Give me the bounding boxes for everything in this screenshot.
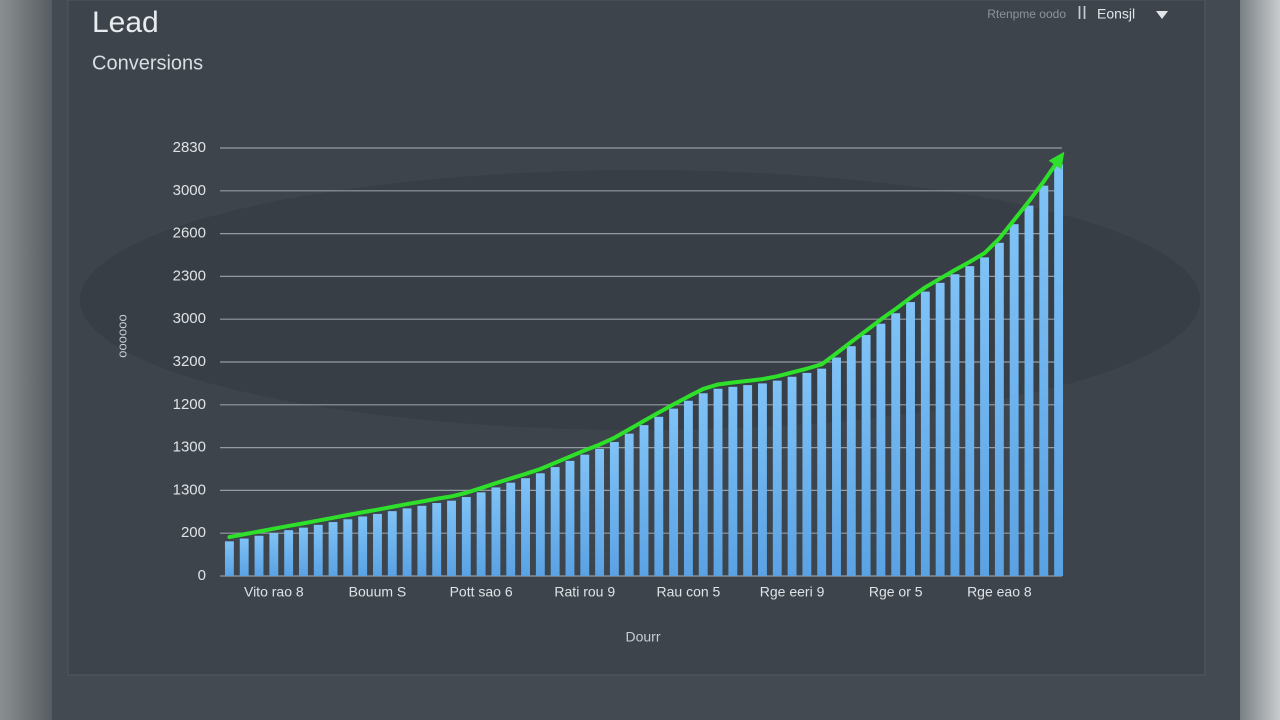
bar xyxy=(965,266,975,576)
y-tick-label: 2300 xyxy=(173,267,206,284)
separator: II xyxy=(1077,3,1087,23)
filter[interactable]: Rtenpme oodo xyxy=(987,7,1066,21)
bar xyxy=(417,505,427,576)
y-tick-label: 3000 xyxy=(173,182,206,199)
dropdown-arrow[interactable] xyxy=(1156,11,1168,19)
x-tick-label: Pott sao 6 xyxy=(450,584,513,600)
bar xyxy=(787,376,797,576)
y-tick-label: 0 xyxy=(198,567,206,584)
bar xyxy=(609,442,619,576)
bar xyxy=(1054,164,1064,576)
bar xyxy=(447,500,456,576)
bar xyxy=(861,335,871,576)
bar xyxy=(402,508,412,576)
bar xyxy=(461,497,471,576)
bar xyxy=(669,408,679,576)
y-tick-label: 3000 xyxy=(173,310,206,327)
y-tick-label: 1300 xyxy=(173,439,206,456)
bar xyxy=(654,416,664,576)
bar xyxy=(535,473,545,576)
bar xyxy=(269,532,279,576)
blur xyxy=(80,170,1200,430)
bar xyxy=(239,538,249,576)
x-axis-label: Dourr xyxy=(625,629,660,645)
bar xyxy=(1009,224,1019,576)
bar xyxy=(906,302,915,576)
bar xyxy=(476,492,486,576)
chart-subtitle: Conversions xyxy=(92,52,203,74)
bar xyxy=(284,530,294,576)
bar xyxy=(802,372,812,576)
bar xyxy=(387,511,397,576)
y-tick-label: 2830 xyxy=(173,139,206,156)
bar xyxy=(343,519,353,576)
select[interactable]: Eonsjl xyxy=(1097,6,1135,22)
y-tick-label: 2600 xyxy=(173,225,206,242)
bar xyxy=(832,357,841,576)
bar xyxy=(1039,185,1049,576)
bar xyxy=(743,385,753,576)
y-axis-label: oooooo xyxy=(114,314,129,357)
bar xyxy=(224,541,234,576)
bar xyxy=(950,274,960,576)
bar xyxy=(846,346,856,576)
bar xyxy=(817,368,827,576)
bar xyxy=(506,482,516,576)
bar xyxy=(920,291,930,576)
y-tick-label: 1200 xyxy=(173,396,206,413)
bar xyxy=(313,524,323,576)
bar xyxy=(298,527,308,576)
bar xyxy=(891,313,901,576)
x-tick-label: Rau con 5 xyxy=(657,584,721,600)
bar xyxy=(639,425,649,576)
bar xyxy=(565,460,575,576)
bar xyxy=(683,400,693,576)
bar xyxy=(1024,205,1034,577)
bar xyxy=(698,393,708,576)
bar xyxy=(432,503,442,576)
bar xyxy=(728,386,738,576)
y-tick-label: 3200 xyxy=(173,353,206,370)
arrow-head xyxy=(1048,151,1065,170)
x-tick-label: Rge or 5 xyxy=(869,584,923,600)
bar xyxy=(358,516,368,576)
x-tick-label: Vito rao 8 xyxy=(244,584,304,600)
bar xyxy=(254,535,264,576)
bar xyxy=(713,388,723,576)
x-tick-label: Bouum S xyxy=(349,584,407,600)
bar xyxy=(580,454,590,576)
bar xyxy=(994,242,1004,576)
bar xyxy=(328,522,338,576)
trend-line xyxy=(227,157,1061,540)
bar xyxy=(373,513,382,576)
y-tick-label: 1300 xyxy=(173,481,206,498)
chart-title: Lead xyxy=(92,6,159,39)
bar xyxy=(550,467,560,576)
x-tick-label: Rge eao 8 xyxy=(967,584,1032,600)
bar xyxy=(876,323,886,576)
bar xyxy=(491,487,501,576)
bar xyxy=(521,478,530,576)
bar xyxy=(980,257,990,576)
bar xyxy=(772,380,782,576)
bar xyxy=(758,383,767,576)
y-tick-label: 200 xyxy=(181,524,206,541)
x-tick-label: Rati rou 9 xyxy=(554,584,615,600)
bar xyxy=(624,433,634,576)
bar xyxy=(595,448,605,576)
bar xyxy=(935,282,945,576)
x-tick-label: Rge eeri 9 xyxy=(760,584,825,600)
